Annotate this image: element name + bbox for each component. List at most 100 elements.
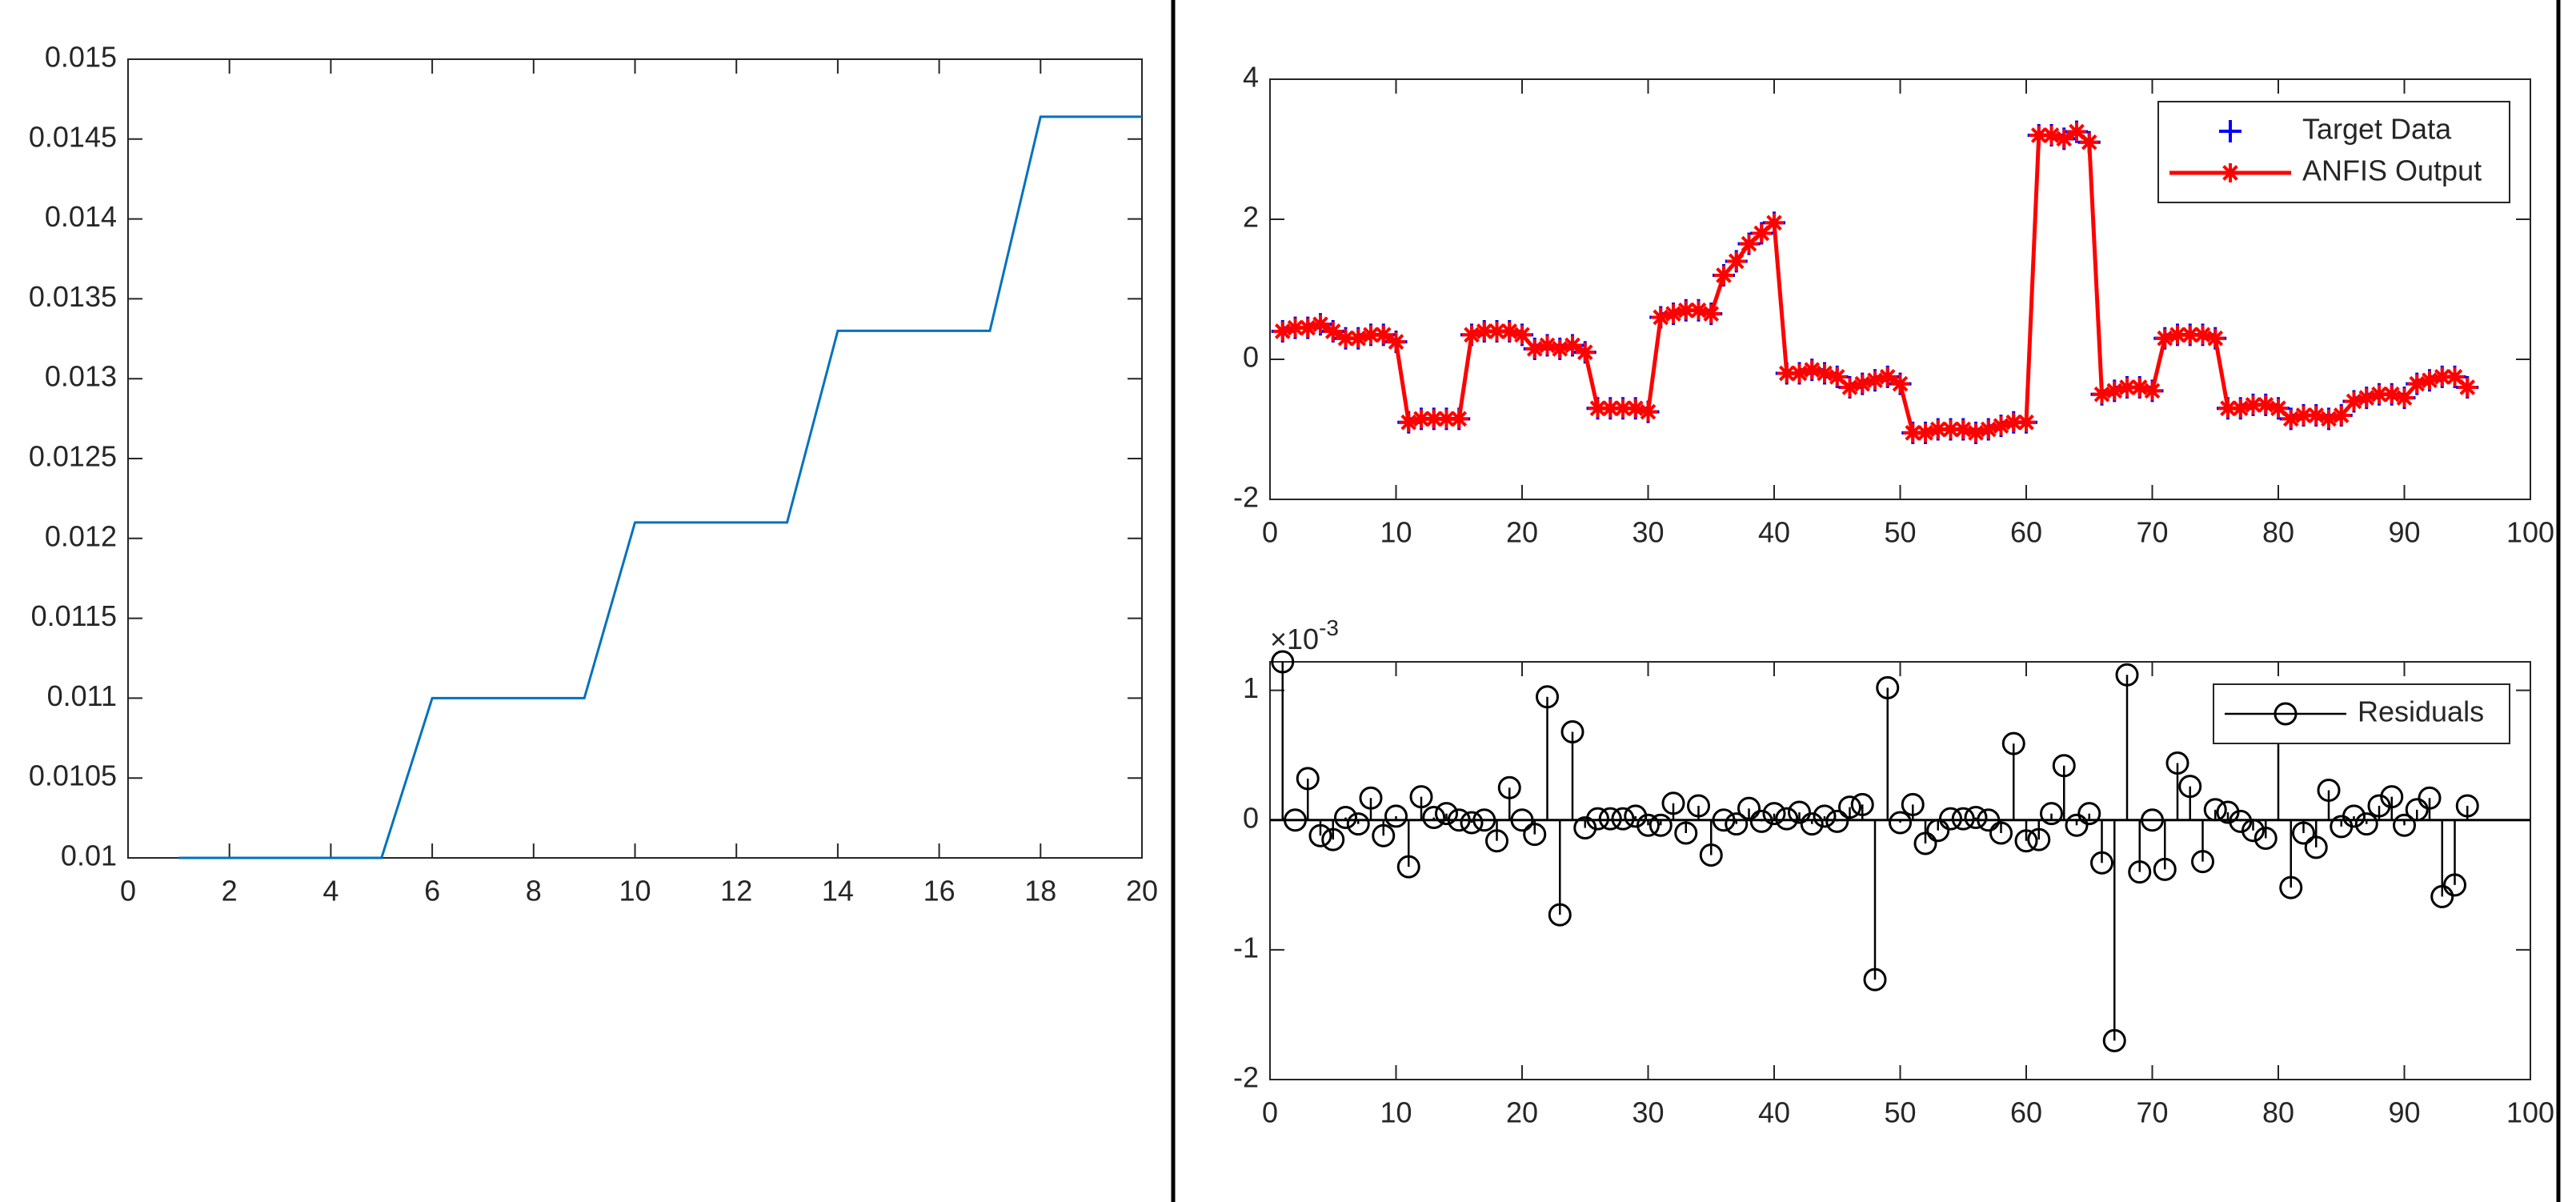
marker [2203,798,2227,822]
marker [1348,328,1368,348]
marker [1726,251,1746,271]
marker [1409,785,1433,809]
marker [1813,804,1837,828]
marker [1472,808,1496,832]
marker [1964,806,1988,830]
marker [1853,374,1873,394]
plot-area [127,58,1143,859]
marker [1661,791,1685,815]
marker [2354,812,2378,836]
marker [1460,811,1484,835]
x-tick-label: 100 [2506,516,2554,549]
marker [2052,754,2076,778]
marker [1889,811,1912,835]
marker [2117,378,2137,397]
marker [1361,325,1380,345]
marker [1588,399,1608,419]
marker [1674,821,1698,845]
marker [1890,374,1910,394]
marker [2370,384,2389,404]
marker [1336,328,1356,348]
marker [2041,126,2061,145]
x-tick-label: 10 [1380,1096,1412,1129]
marker [2292,821,2315,845]
x-tick-label: 10 [1380,516,1412,549]
marker [2077,802,2101,826]
marker [1598,807,1622,831]
x-tick-label: 90 [2388,516,2420,549]
marker [1762,802,1786,826]
x-tick-label: 60 [2010,516,2042,549]
y-tick-label: 0.0115 [31,599,117,632]
marker [1510,808,1534,832]
marker [1701,304,1721,324]
marker [2253,826,2278,850]
marker [1298,318,1318,338]
x-tick-label: 80 [2262,516,2294,549]
marker [1272,322,1292,341]
marker [1953,419,1973,439]
x-tick-label: 60 [2010,1096,2042,1129]
marker [2027,827,2051,851]
x-tick-label: 16 [923,875,955,908]
marker [2001,731,2025,755]
marker [1359,786,1383,810]
marker [1500,322,1520,341]
marker [1737,796,1761,820]
marker [1789,363,1809,383]
marker [1560,720,1584,744]
marker [2394,388,2414,408]
marker [1689,300,1709,320]
marker [2218,399,2237,419]
marker [1850,792,1874,816]
marker [1485,829,1508,853]
x-tick-label: 70 [2136,516,2168,549]
y-tick-label: 0.014 [45,200,117,233]
marker [1928,419,1948,439]
exponent-power: -3 [1319,615,1339,640]
x-tick-label: 20 [1506,516,1538,549]
marker [1664,304,1683,324]
marker [1638,402,1658,422]
y-tick-label: 0.0125 [29,440,117,473]
marker [1384,804,1408,828]
marker [1877,367,1897,387]
marker [1449,409,1469,429]
x-tick-label: 18 [1024,875,1056,908]
marker [1321,827,1345,851]
marker [2191,850,2214,874]
marker [1537,335,1557,355]
x-tick-label: 0 [120,875,136,908]
marker [1311,315,1330,335]
marker [2455,794,2479,818]
x-tick-label: 80 [2262,1096,2294,1129]
x-tick-label: 50 [1884,1096,1916,1129]
marker [2342,804,2366,828]
marker [2105,381,2125,401]
marker [2380,785,2404,809]
marker [2090,851,2113,875]
marker [1649,813,1673,837]
marker [1575,343,1595,363]
marker [2153,857,2177,881]
marker [1399,412,1419,432]
marker [2115,663,2139,687]
marker [1600,399,1621,419]
marker [2017,412,2036,432]
marker [2445,367,2465,387]
y-exponent: ×10-3 [1270,615,1339,655]
marker [2165,751,2189,775]
marker [2304,835,2328,859]
legend-label: Target Data [2302,113,2452,146]
marker [1913,831,1937,855]
x-tick-label: 12 [720,875,752,908]
marker [2432,367,2452,387]
y-tick-label: 1 [1243,671,1259,704]
marker [2281,409,2301,429]
marker [1977,808,2001,832]
marker [1285,318,1305,338]
marker [1978,419,1998,439]
marker [1296,767,1320,791]
marker [1512,325,1532,345]
